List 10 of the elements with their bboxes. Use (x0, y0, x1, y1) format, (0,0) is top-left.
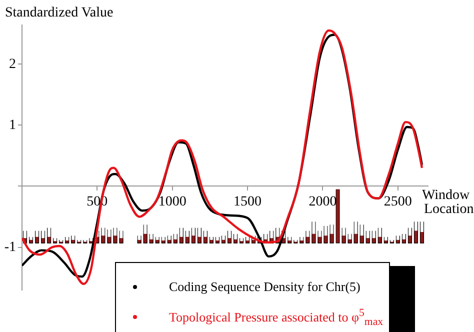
x-tick-label: 2000 (308, 194, 337, 210)
x-tick-label: 1000 (158, 194, 186, 210)
y-tick-label: -1 (4, 240, 16, 255)
text: Coding Sequence Density for Chr(5) (169, 279, 360, 295)
x-tick-label: 2500 (384, 194, 412, 210)
x-axis-title: Window Location (422, 188, 474, 217)
x-tick-label: 1500 (234, 194, 262, 210)
y-tick-label: 2 (9, 56, 16, 72)
y-axis-title: Standardized Value (5, 6, 114, 21)
y-tick-label: 1 (9, 118, 16, 133)
